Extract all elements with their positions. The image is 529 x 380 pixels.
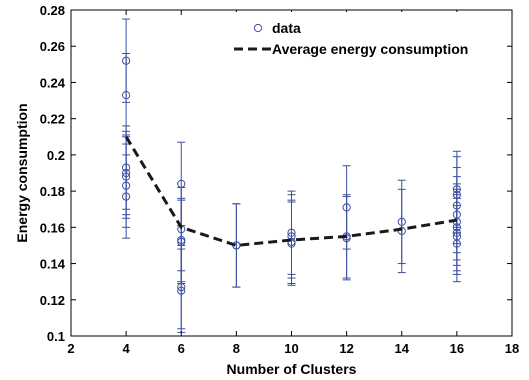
- x-tick-label: 4: [123, 341, 131, 356]
- x-tick-label: 14: [395, 341, 410, 356]
- x-axis-label: Number of Clusters: [227, 361, 357, 377]
- x-tick-label: 16: [450, 341, 464, 356]
- y-tick-label: 0.16: [40, 220, 65, 235]
- y-tick-label: 0.12: [40, 293, 65, 308]
- y-tick-label: 0.26: [40, 39, 65, 54]
- y-axis-label: Energy consumption: [14, 103, 30, 242]
- x-tick-label: 8: [233, 341, 240, 356]
- legend-label-average: Average energy consumption: [272, 41, 468, 57]
- legend: data Average energy consumption: [232, 12, 507, 60]
- y-tick-label: 0.2: [47, 148, 65, 163]
- y-tick-label: 0.28: [40, 3, 65, 18]
- y-tick-label: 0.24: [40, 75, 66, 90]
- legend-label-data: data: [272, 20, 301, 36]
- data-point: [287, 239, 296, 248]
- x-tick-label: 2: [67, 341, 74, 356]
- y-tick-label: 0.14: [40, 257, 66, 272]
- data-point: [342, 234, 351, 243]
- legend-box: [232, 12, 507, 60]
- legend-marker-data: [253, 23, 263, 33]
- x-tick-label: 12: [339, 341, 353, 356]
- data-point: [122, 192, 131, 201]
- x-tick-label: 10: [284, 341, 298, 356]
- y-tick-label: 0.18: [40, 184, 65, 199]
- data-point: [177, 286, 186, 295]
- data-point: [122, 91, 131, 100]
- x-tick-label: 6: [178, 341, 185, 356]
- y-tick-label: 0.1: [47, 329, 65, 344]
- plot-area: [122, 18, 461, 333]
- x-tick-label: 18: [505, 341, 519, 356]
- data-point: [452, 239, 461, 248]
- axes: 2 4 6 8 10 12 14 16 18 0.1 0.12 0.14 0.16 0.18 0.2 0.22…: [40, 3, 520, 356]
- y-tick-label: 0.22: [40, 112, 65, 127]
- average-line: [124, 135, 458, 247]
